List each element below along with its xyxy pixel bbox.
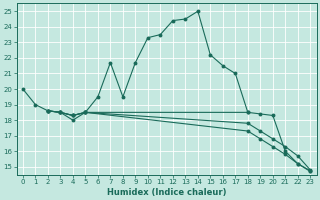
X-axis label: Humidex (Indice chaleur): Humidex (Indice chaleur) [107,188,226,197]
